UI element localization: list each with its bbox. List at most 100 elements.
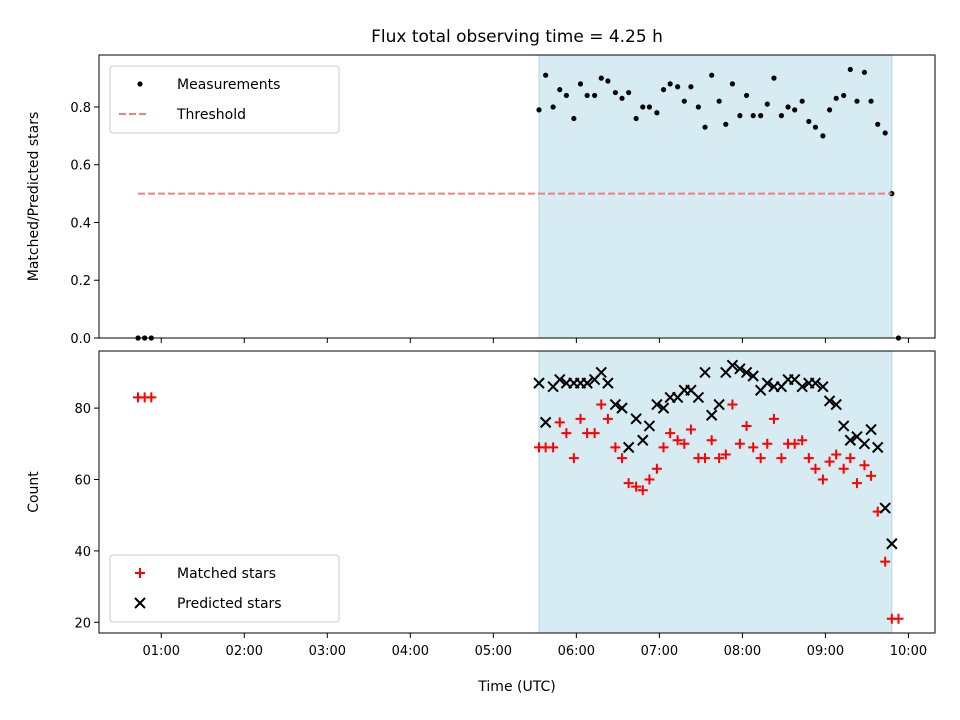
- data-point: [803, 453, 814, 464]
- data-point: [755, 453, 766, 464]
- data-point: [817, 474, 828, 485]
- data-point: [605, 78, 611, 84]
- data-point: [644, 474, 655, 485]
- y-axis-label: Count: [26, 471, 42, 513]
- data-point: [596, 399, 607, 410]
- legend-1: Matched stars Predicted stars: [109, 554, 340, 623]
- data-point: [623, 478, 634, 489]
- bottom-panel: 20 40 60 80 01:00 02:00 03:00 04:00 05:00 06:00 07…: [26, 350, 936, 659]
- data-point: [740, 366, 753, 379]
- x-tick-label: 09:00: [807, 644, 844, 659]
- data-point: [837, 420, 850, 432]
- data-point: [847, 66, 853, 73]
- data-point: [617, 453, 628, 464]
- data-point: [882, 130, 888, 136]
- data-point: [879, 502, 891, 514]
- data-point: [713, 398, 725, 411]
- x-tick-label: 01:00: [143, 644, 180, 659]
- data-point: [792, 107, 798, 113]
- data-point: [854, 98, 860, 104]
- data-point: [688, 84, 694, 90]
- data-point: [646, 104, 653, 110]
- legend-swatch: [134, 597, 146, 609]
- y-tick-label: 0.8: [70, 101, 91, 116]
- y-tick-label: 80: [74, 402, 91, 417]
- data-point: [844, 434, 857, 446]
- data-point: [741, 420, 752, 431]
- data-point: [651, 398, 663, 411]
- legend-box: [109, 65, 340, 134]
- data-point: [734, 363, 746, 375]
- data-point: [750, 113, 756, 119]
- legend-entry: Matched stars: [177, 566, 276, 582]
- data-point: [146, 392, 157, 403]
- data-point: [543, 72, 549, 78]
- data-point: [830, 398, 842, 411]
- legend-entry: Predicted stars: [177, 596, 282, 612]
- data-point: [778, 113, 785, 119]
- data-point: [550, 104, 556, 110]
- data-point: [654, 110, 660, 116]
- data-point: [616, 402, 628, 414]
- data-point: [762, 438, 773, 449]
- data-point: [705, 409, 718, 421]
- data-point: [817, 380, 829, 393]
- y-tick-label: 40: [74, 545, 91, 560]
- data-point: [598, 75, 604, 81]
- data-point: [889, 191, 895, 197]
- top-panel: 0.0 0.2 0.4 0.6 0.8 Matched/Predicted stars Me…: [26, 54, 936, 347]
- data-point: [536, 107, 542, 113]
- data-point: [619, 95, 625, 101]
- observing-span-0: [538, 54, 893, 339]
- data-point: [554, 417, 565, 428]
- data-point: [729, 81, 736, 87]
- series-measurements: [135, 66, 902, 341]
- observing-span-1: [538, 350, 893, 634]
- data-point: [785, 104, 791, 110]
- data-point: [734, 438, 745, 449]
- data-point: [893, 613, 904, 624]
- data-point: [797, 435, 808, 446]
- data-point: [640, 104, 646, 110]
- y-tick-label: 0.6: [70, 159, 91, 174]
- data-point: [845, 453, 856, 464]
- x-axis-label: Time (UTC): [477, 679, 555, 695]
- data-point: [709, 72, 715, 78]
- data-point: [727, 399, 738, 410]
- data-point: [702, 124, 708, 130]
- data-point: [548, 442, 559, 453]
- data-point: [589, 428, 600, 439]
- data-point: [539, 416, 552, 429]
- data-point: [796, 380, 808, 393]
- legend-entry: Measurements: [177, 77, 280, 93]
- data-point: [771, 75, 777, 81]
- data-point: [872, 441, 884, 454]
- data-point: [657, 402, 670, 414]
- data-point: [747, 370, 759, 382]
- data-point: [875, 121, 881, 127]
- data-point: [602, 413, 613, 424]
- data-point: [571, 115, 577, 122]
- y-tick-label: 20: [74, 616, 91, 631]
- data-point: [561, 428, 572, 439]
- data-point: [858, 438, 871, 450]
- data-point: [575, 413, 586, 424]
- data-point: [743, 92, 750, 99]
- y-tick-label: 0.0: [70, 332, 91, 347]
- data-point: [838, 463, 849, 474]
- data-point: [630, 413, 642, 425]
- data-point: [831, 449, 842, 460]
- data-point: [563, 92, 569, 99]
- data-point: [714, 453, 725, 464]
- data-point: [679, 438, 690, 449]
- data-point: [861, 69, 868, 75]
- data-point: [692, 391, 705, 404]
- legend-swatch: [137, 81, 143, 87]
- data-point: [833, 95, 839, 101]
- data-point: [554, 373, 566, 386]
- data-point: [716, 98, 722, 104]
- data-point: [723, 121, 729, 127]
- data-point: [824, 456, 835, 467]
- data-point: [866, 470, 877, 481]
